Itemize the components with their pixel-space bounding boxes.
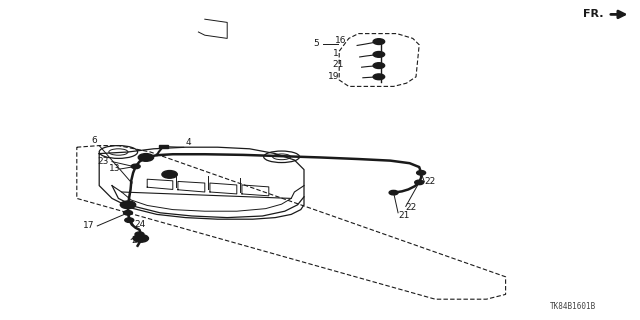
- Text: 21: 21: [398, 211, 410, 220]
- Text: 24: 24: [134, 220, 146, 229]
- Text: 13: 13: [109, 164, 120, 173]
- Text: 17: 17: [83, 221, 95, 230]
- Circle shape: [415, 180, 424, 185]
- Text: 21: 21: [333, 60, 344, 69]
- Text: 19: 19: [328, 72, 339, 81]
- Circle shape: [131, 164, 140, 169]
- Circle shape: [135, 232, 144, 236]
- FancyBboxPatch shape: [159, 145, 168, 148]
- Text: 1: 1: [333, 49, 339, 58]
- Circle shape: [373, 63, 385, 68]
- Circle shape: [133, 235, 148, 242]
- Circle shape: [120, 201, 136, 209]
- Text: 23: 23: [97, 157, 109, 166]
- Circle shape: [162, 171, 177, 178]
- Circle shape: [124, 211, 132, 215]
- Circle shape: [138, 154, 154, 161]
- Text: FR.: FR.: [583, 9, 604, 20]
- Circle shape: [373, 39, 385, 44]
- Circle shape: [417, 171, 426, 175]
- Text: 6: 6: [92, 136, 97, 145]
- Text: TK84B1601B: TK84B1601B: [550, 302, 596, 311]
- Circle shape: [373, 52, 385, 57]
- Circle shape: [125, 218, 134, 222]
- Text: 5: 5: [313, 39, 319, 48]
- Text: 22: 22: [406, 203, 417, 212]
- Circle shape: [389, 190, 398, 195]
- Text: 24: 24: [131, 236, 143, 245]
- Text: 22: 22: [424, 177, 436, 186]
- Text: 16: 16: [335, 36, 346, 45]
- Circle shape: [373, 74, 385, 80]
- Text: 4: 4: [186, 138, 191, 147]
